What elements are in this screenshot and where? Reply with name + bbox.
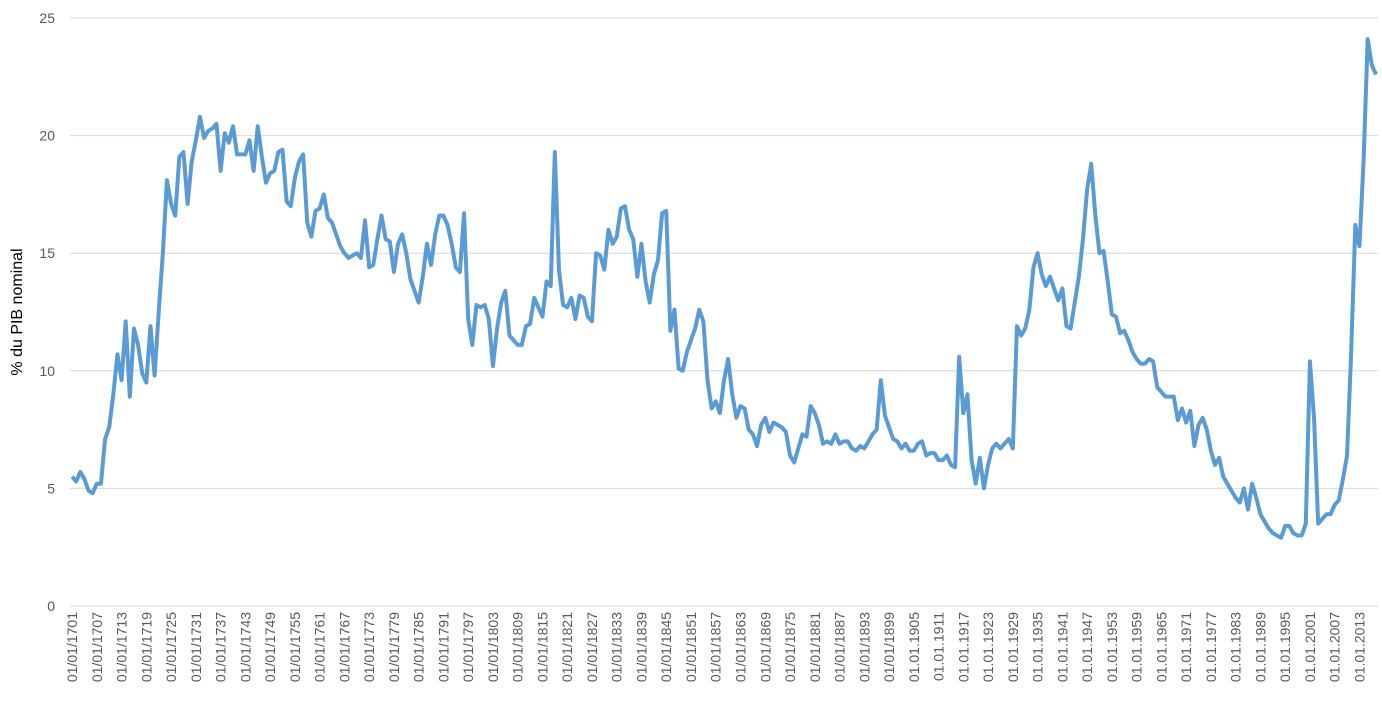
x-tick-label: 01/01/1743: [237, 612, 253, 682]
x-tick-label: 01/01/1713: [114, 612, 130, 682]
line-series: [70, 37, 1378, 540]
y-tick-label: 0: [47, 598, 55, 614]
x-tick-label: 01/01/1755: [287, 612, 303, 682]
x-tick-label: 01/01/1887: [832, 612, 848, 682]
x-tick-label: 01/01/1707: [89, 612, 105, 682]
x-tick-label: 01/01/1785: [411, 612, 427, 682]
x-tick-label: 01/01/1833: [609, 612, 625, 682]
x-tick-label: 01/01/1857: [708, 612, 724, 682]
x-tick-label: 01/01/1881: [807, 612, 823, 682]
x-tick-label: 01/01/1899: [881, 612, 897, 682]
x-tick-label: 01/01/1779: [386, 612, 402, 682]
x-tick-label: 01/01/1701: [64, 612, 80, 682]
x-tick-label: 01/01/1839: [633, 612, 649, 682]
x-tick-label: 01/01/1875: [782, 612, 798, 682]
x-tick-label: 01.01.1941: [1054, 612, 1070, 682]
y-axis-label: % du PIB nominal: [9, 248, 26, 375]
x-tick-label: 01/01/1737: [213, 612, 229, 682]
x-tick-label: 01.01.1923: [980, 612, 996, 682]
x-tick-label: 01.01.1905: [906, 612, 922, 682]
x-tick-label: 01/01/1815: [534, 612, 550, 682]
x-tick-label: 01.01.1989: [1252, 612, 1268, 682]
x-tick-label: 01/01/1767: [336, 612, 352, 682]
x-tick-label: 01.01.1971: [1178, 612, 1194, 682]
x-tick-label: 01/01/1827: [584, 612, 600, 682]
x-tick-label: 01.01.1911: [931, 612, 947, 681]
y-tick-label: 15: [39, 245, 55, 261]
x-tick-label: 01.01.1953: [1104, 612, 1120, 682]
y-tick-label: 10: [39, 363, 55, 379]
x-tick-label: 01.01.1977: [1203, 612, 1219, 682]
x-tick-label: 01.01.1995: [1277, 612, 1293, 682]
x-tick-label: 01/01/1749: [262, 612, 278, 682]
x-tick-label: 01/01/1719: [138, 612, 154, 682]
x-tick-label: 01/01/1773: [361, 612, 377, 682]
x-tick-label: 01/01/1809: [510, 612, 526, 682]
x-tick-label: 01/01/1851: [683, 612, 699, 682]
x-tick-label: 01/01/1791: [435, 612, 451, 682]
x-tick-label: 01/01/1725: [163, 612, 179, 682]
y-tick-label: 20: [39, 128, 55, 144]
y-tick-label: 5: [47, 480, 55, 496]
x-tick-label: 01/01/1845: [658, 612, 674, 682]
x-tick-label: 01.01.1929: [1005, 612, 1021, 682]
x-tick-label: 01/01/1797: [460, 612, 476, 682]
x-tick-label: 01.01.1935: [1030, 612, 1046, 682]
x-tick-label: 01.01.2007: [1327, 612, 1343, 682]
x-tick-label: 01.01.1959: [1129, 612, 1145, 682]
x-tick-label: 01/01/1803: [485, 612, 501, 682]
x-tick-label: 01.01.1983: [1228, 612, 1244, 682]
x-tick-label: 01.01.1917: [955, 612, 971, 682]
x-tick-label: 01.01.1947: [1079, 612, 1095, 682]
x-tick-label: 01.01.1965: [1153, 612, 1169, 682]
x-tick-label: 01/01/1761: [312, 612, 328, 682]
x-tick-label: 01/01/1869: [757, 612, 773, 682]
y-tick-label: 25: [39, 10, 55, 26]
x-tick-label: 01.01.2013: [1351, 612, 1367, 682]
x-tick-label: 01/01/1863: [733, 612, 749, 682]
x-tick-label: 01/01/1893: [856, 612, 872, 682]
x-tick-label: 01/01/1821: [559, 612, 575, 682]
x-tick-label: 01.01.2001: [1302, 612, 1318, 682]
x-tick-label: 01/01/1731: [188, 612, 204, 682]
